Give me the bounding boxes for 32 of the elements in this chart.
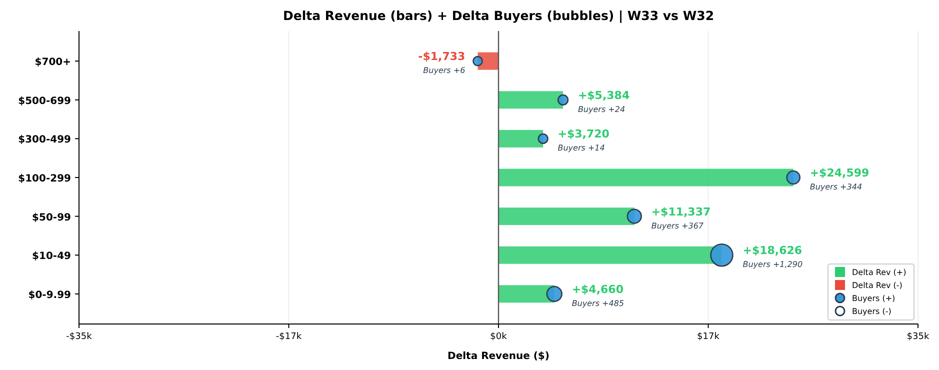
- data-label: +$4,660: [572, 282, 624, 296]
- annotation: Buyers +485: [572, 298, 624, 308]
- x-axis-title: Delta Revenue ($): [448, 351, 550, 362]
- y-tick-label: $100-299: [18, 174, 72, 184]
- legend-label: Delta Rev (-): [852, 281, 902, 290]
- data-label: +$3,720: [558, 128, 610, 141]
- chart-title: Delta Revenue (bars) + Delta Buyers (bubbles) | W33 vs W32: [282, 8, 714, 23]
- x-tick-label: -$17k: [276, 332, 302, 342]
- data-label: -$1,733: [418, 50, 466, 64]
- annotation: Buyers +14: [558, 144, 605, 153]
- y-tick-label: $500-699: [18, 96, 72, 107]
- annotation: Buyers +6: [423, 66, 466, 76]
- x-tick-label: $0k: [490, 332, 508, 342]
- legend-label: Buyers (+): [852, 294, 896, 303]
- data-label: +$24,599: [810, 166, 870, 180]
- y-tick-label: $0-9.99: [28, 290, 72, 301]
- y-tick-label: $50-99: [32, 212, 72, 224]
- legend-label: Delta Rev (+): [852, 268, 906, 277]
- x-tick-label: -$35k: [66, 332, 93, 342]
- data-label: +$5,384: [578, 88, 630, 102]
- y-tick-label: $700+: [34, 57, 71, 68]
- x-tick-label: $35k: [906, 332, 930, 342]
- data-label: +$18,626: [742, 244, 802, 258]
- data-label: +$11,337: [651, 205, 711, 218]
- annotation: Buyers +344: [810, 182, 862, 192]
- y-tick-label: $10-49: [32, 251, 72, 262]
- annotation: Buyers +1,290: [742, 260, 803, 270]
- y-tick-label: $300-499: [18, 134, 72, 146]
- annotation: Buyers +24: [578, 104, 626, 114]
- x-tick-label: $17k: [697, 332, 720, 342]
- annotation: Buyers +367: [651, 221, 704, 230]
- legend-label: Buyers (-): [852, 307, 892, 316]
